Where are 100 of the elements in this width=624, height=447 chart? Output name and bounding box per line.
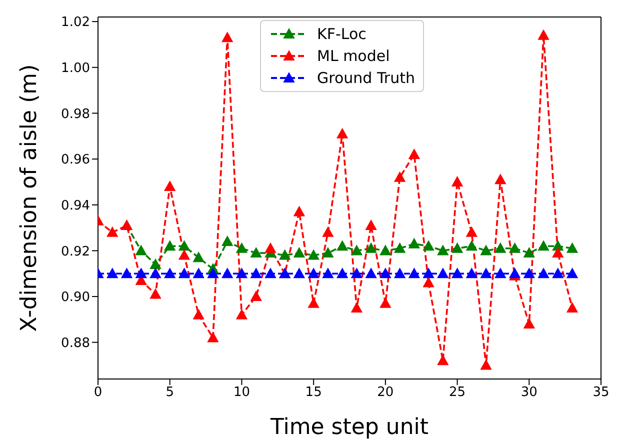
point: [164, 268, 176, 278]
point: [250, 247, 262, 258]
point: [336, 240, 348, 251]
legend-label: ML model: [317, 47, 390, 65]
x-tick-label: 35: [592, 385, 610, 400]
x-tick-label: 0: [94, 385, 102, 400]
point: [524, 268, 535, 278]
point: [524, 318, 535, 329]
point: [351, 268, 362, 278]
point: [308, 268, 320, 278]
point: [408, 148, 420, 159]
point: [250, 268, 262, 278]
y-tick-label: 0.98: [61, 106, 90, 122]
point: [452, 176, 463, 186]
point: [178, 250, 190, 260]
point: [394, 268, 406, 278]
legend-label: Ground Truth: [317, 69, 415, 87]
x-tick-label: 15: [305, 385, 322, 400]
point: [236, 309, 248, 320]
x-tick-label: 30: [520, 385, 538, 400]
y-tick-label: 0.92: [61, 244, 90, 260]
point: [193, 309, 204, 320]
point: [264, 268, 276, 278]
y-tick-label: 1.00: [61, 61, 90, 76]
x-tick-label: 10: [233, 385, 250, 400]
point: [178, 268, 190, 278]
point: [538, 268, 550, 278]
point: [423, 277, 434, 288]
point: [408, 268, 420, 278]
point: [106, 226, 118, 237]
point: [207, 268, 218, 278]
point: [466, 226, 478, 237]
point: [566, 242, 578, 253]
point: [423, 268, 434, 278]
y-tick-label: 0.88: [61, 336, 90, 351]
point: [524, 247, 535, 258]
point: [494, 268, 506, 278]
point: [222, 32, 233, 42]
point: [437, 268, 448, 278]
point: [480, 360, 492, 370]
point: [150, 258, 161, 269]
point: [178, 240, 190, 251]
point: [236, 268, 248, 278]
y-axis-title: X-dimension of aisle (m): [16, 64, 42, 332]
point: [366, 220, 377, 230]
point: [336, 268, 348, 278]
point: [308, 298, 320, 308]
point: [336, 128, 348, 138]
point: [322, 226, 334, 237]
x-tick-label: 20: [377, 385, 394, 400]
point: [308, 250, 320, 260]
y-tick-label: 0.96: [61, 152, 90, 168]
point: [538, 30, 550, 40]
point: [538, 240, 550, 251]
point: [366, 242, 377, 253]
point: [164, 240, 176, 251]
point: [150, 268, 161, 278]
point: [106, 268, 118, 278]
point: [264, 242, 276, 253]
point: [408, 238, 420, 248]
x-tick-label: 5: [166, 385, 174, 400]
y-tick-label: 0.94: [61, 198, 90, 214]
point: [380, 268, 391, 278]
point: [207, 332, 218, 342]
legend-label: KF-Loc: [317, 25, 366, 43]
point: [380, 245, 391, 256]
x-tick-label: 25: [449, 385, 466, 400]
point: [466, 268, 478, 278]
point: [452, 268, 463, 278]
point: [164, 181, 176, 192]
point: [322, 268, 334, 278]
point: [193, 252, 204, 262]
point: [136, 245, 147, 256]
y-tick-label: 1.02: [61, 15, 90, 30]
point: [394, 242, 406, 253]
x-axis-title: Time step unit: [269, 415, 429, 440]
y-tick-label: 0.90: [61, 290, 90, 306]
point: [294, 206, 305, 216]
point: [351, 245, 362, 256]
point: [193, 268, 204, 278]
point: [423, 240, 434, 251]
point: [222, 236, 233, 246]
point: [294, 247, 305, 258]
point: [236, 242, 248, 253]
point: [437, 355, 448, 366]
point: [494, 242, 506, 253]
point: [480, 245, 492, 256]
point: [136, 268, 147, 278]
point: [279, 250, 290, 260]
point: [121, 268, 132, 278]
point: [294, 268, 305, 278]
point: [480, 268, 492, 278]
point: [552, 247, 564, 258]
point: [150, 288, 161, 299]
point: [222, 268, 233, 278]
point: [380, 298, 391, 308]
point: [566, 302, 578, 312]
point: [322, 247, 334, 258]
point: [494, 174, 506, 184]
point: [394, 172, 406, 182]
